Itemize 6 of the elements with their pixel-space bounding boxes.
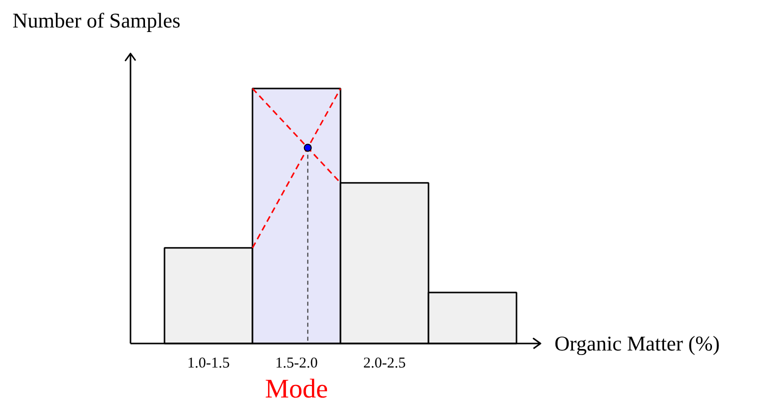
text: Mode [265, 374, 328, 403]
x-tick-label: 1.5-2.0 [275, 356, 318, 372]
x-tick-label: 2.0-2.5 [363, 356, 406, 372]
x-axis-title: Organic Matter (%) [554, 332, 720, 356]
y-axis-title: Number of Samples [12, 8, 180, 32]
x-tick-label: 1.0-1.5 [187, 356, 230, 372]
